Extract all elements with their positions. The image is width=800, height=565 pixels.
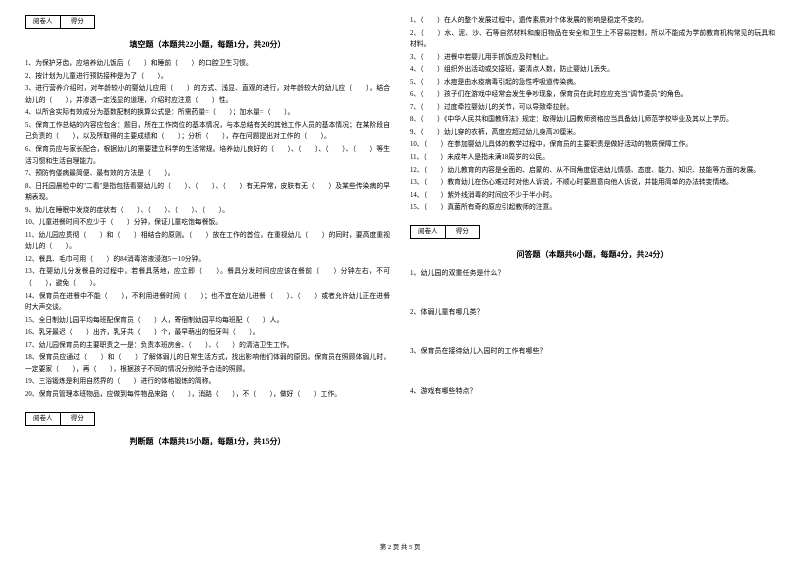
fill-item: 8、日托园晨检中的"二看"是指包括看婴幼儿的（ ）、（ ）、（ ）有无异常，皮肤… (25, 181, 390, 204)
qa-item: 4、游戏有哪些特点？ (410, 386, 775, 397)
fill-item: 20、保育员管理本班物品，应做到每件物品来路（ ），消路（ ），不（ ），做好（… (25, 389, 390, 401)
section1-list: 1、为保护牙齿，应培养幼儿饭后（ ）和睡前（ ）的口腔卫生习惯。 2、按计划为儿… (25, 58, 390, 401)
page-container: 阅卷人 得分 填空题（本题共22小题，每题1分，共20分） 1、为保护牙齿，应培… (25, 15, 775, 535)
section1-title: 填空题（本题共22小题，每题1分，共20分） (25, 39, 390, 52)
fill-item: 5、保育工作总结的内容应包含：题目，所在工作岗位的基本情况，与本总结有关的其他工… (25, 120, 390, 143)
judge-item: 7、（ ）过度牵拉婴幼儿的关节，可以导致牵拉肘。 (410, 102, 775, 114)
fill-item: 1、为保护牙齿，应培养幼儿饭后（ ）和睡前（ ）的口腔卫生习惯。 (25, 58, 390, 70)
fill-item: 10、儿童进餐时间不应少于（ ）分钟，保证儿童吃饱每餐饭。 (25, 217, 390, 229)
judge-item: 14、（ ）紫外线消毒的时间应不少于半小时。 (410, 190, 775, 202)
qa-item: 3、保育员在接待幼儿入园时的工作有哪些？ (410, 346, 775, 357)
left-column: 阅卷人 得分 填空题（本题共22小题，每题1分，共20分） 1、为保护牙齿，应培… (25, 15, 390, 535)
fill-item: 19、三浴锻炼是利用自然界的（ ）进行的体格锻炼的简称。 (25, 376, 390, 388)
fill-item: 4、以所含实际有效成分为基数配制的换算公式是：所需药量=（ ）；加水量=（ ）。 (25, 107, 390, 119)
fill-item: 2、按计划为儿童进行预防接种是为了（ ）。 (25, 71, 390, 83)
judge-item: 9、（ ）幼儿穿的衣裤，高度应超过幼儿身高20厘米。 (410, 127, 775, 139)
qa-item: 2、体弱儿童有哪几类？ (410, 307, 775, 318)
judge-item: 5、（ ）水痘是由水疫病毒引起的急性呼吸道传染病。 (410, 77, 775, 89)
fill-item: 11、幼儿园应贯彻（ ）和（ ）相结合的原则。（ ）放在工作的首位，在重视幼儿（… (25, 230, 390, 253)
score-label-score: 得分 (61, 16, 95, 28)
judge-item: 13、（ ）教育幼儿在伤心难过时对他人诉说，不顺心时要愿意向他人诉说，并能用简单… (410, 177, 775, 189)
fill-item: 17、幼儿园保育员的主要职责之一是：负责本班房舍、（ ）、（ ）的清洁卫生工作。 (25, 340, 390, 352)
judge-item: 10、（ ）在参加婴幼儿具体的教学过程中，保育员的主要职责是做好活动的物质保障工… (410, 139, 775, 151)
section3-list: 1、幼儿园的双重任务是什么？ 2、体弱儿童有哪几类？ 3、保育员在接待幼儿入园时… (410, 268, 775, 425)
score-box-1: 阅卷人 得分 (25, 15, 95, 29)
fill-item: 13、在婴幼儿分发餐县的过程中，若餐具落地，应立即（ ）。餐具分发时间应应该在餐… (25, 266, 390, 289)
section3-title: 问答题（本题共6小题，每题4分，共24分） (410, 249, 775, 262)
judge-item: 4、（ ）组织外出活动或交接班，要清点人数，防止婴幼儿丢失。 (410, 64, 775, 76)
judge-item: 1、（ ）在人的整个发展过程中，遗传素质对个体发展的影响是稳定不变的。 (410, 15, 775, 27)
fill-item: 15、全日制幼儿园平均每班配保育员（ ）人，寄宿制幼园平均每班配（ ）人。 (25, 315, 390, 327)
page-footer: 第 2 页 共 5 页 (25, 543, 775, 553)
judge-item: 6、（ ）孩子们在游戏中经常会发生争吵现象，保育员在此时应应充当"调节委员"的角… (410, 89, 775, 101)
fill-item: 12、餐具、毛巾可用（ ）的84消毒溶液浸泡5－10分钟。 (25, 254, 390, 266)
score-label-examiner: 阅卷人 (26, 16, 61, 28)
fill-item: 9、幼儿在睡眠中发烧的症状有（ ）、（ ）、（ ）、（ ）。 (25, 205, 390, 217)
right-column: 1、（ ）在人的整个发展过程中，遗传素质对个体发展的影响是稳定不变的。 2、（ … (410, 15, 775, 535)
qa-item: 1、幼儿园的双重任务是什么？ (410, 268, 775, 279)
section2-list: 1、（ ）在人的整个发展过程中，遗传素质对个体发展的影响是稳定不变的。 2、（ … (410, 15, 775, 215)
fill-item: 7、预防佝偻病最简便、最有效的方法是（ ）。 (25, 168, 390, 180)
fill-item: 18、保育员应通过（ ）和（ ）了解体弱儿的日常生活方式，找出影响他们体弱的原因… (25, 352, 390, 375)
section2-title: 判断题（本题共15小题，每题1分，共15分） (25, 436, 390, 449)
fill-item: 6、保育员应与家长配合，根据幼儿的需要建立科学的生活常规。培养幼儿良好的（ ）、… (25, 144, 390, 167)
judge-item: 8、（ ）《中华人民共和国教师法》规定：取得幼儿园教师资格应当具备幼儿师范学校毕… (410, 114, 775, 126)
score-label-examiner: 阅卷人 (26, 413, 61, 425)
fill-item: 3、进行营养介绍时，对年龄较小的婴幼儿应用（ ）的方式、浅显、直观的进行，对年龄… (25, 83, 390, 106)
judge-item: 11、（ ）未成年人是指未满18周岁的公民。 (410, 152, 775, 164)
judge-item: 3、（ ）进餐中若婴儿用手抓饭应及时制止。 (410, 52, 775, 64)
score-label-examiner: 阅卷人 (411, 226, 446, 238)
score-label-score: 得分 (61, 413, 95, 425)
judge-item: 12、（ ）幼儿教育的内容是全面的、启蒙的、从不同角度促进幼儿情感、态度、能力、… (410, 165, 775, 177)
score-box-3: 阅卷人 得分 (410, 225, 480, 239)
fill-item: 16、乳牙最迟（ ）出齐，乳牙共（ ）个，最早萌出的恒牙叫（ ）。 (25, 327, 390, 339)
judge-item: 2、（ ）水、泥、沙、石等自然材料和废旧物品在安全和卫生上不容易控制，所以不能成… (410, 28, 775, 51)
fill-item: 14、保育员在进餐中不能（ ），不利用进餐时间（ ）；也不宜在幼儿进餐（ ）、（… (25, 291, 390, 314)
score-box-2: 阅卷人 得分 (25, 412, 95, 426)
score-label-score: 得分 (446, 226, 480, 238)
judge-item: 15、（ ）真菌所有奇的原应引起教师的注意。 (410, 202, 775, 214)
